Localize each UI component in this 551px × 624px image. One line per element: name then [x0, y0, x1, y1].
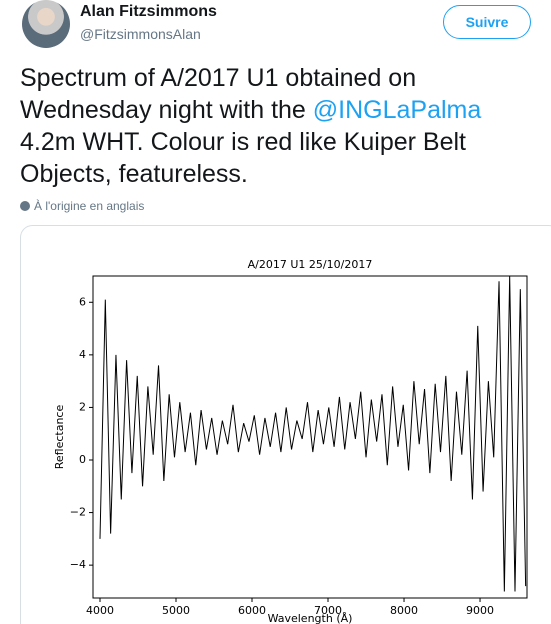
author-name[interactable]: Alan Fitzsimmons [80, 3, 217, 20]
x-tick-label: 6000 [238, 604, 266, 617]
plot-frame [92, 275, 528, 599]
y-tick-label: −4 [70, 558, 86, 571]
translation-text[interactable]: À l'origine en anglais [34, 199, 145, 213]
translation-note: À l'origine en anglais [20, 199, 144, 213]
tweet-text: Spectrum of A/2017 U1 obtained on Wednes… [20, 62, 535, 190]
avatar[interactable] [22, 0, 70, 48]
x-tick-label: 5000 [162, 604, 190, 617]
image-frame [20, 225, 551, 624]
x-tick-label: 4000 [86, 604, 114, 617]
follow-button[interactable]: Suivre [443, 5, 531, 39]
globe-icon [20, 201, 30, 211]
mention-link[interactable]: @INGLaPalma [312, 96, 482, 124]
y-tick-label: 4 [79, 348, 86, 361]
tweet-text-part: 4.2m WHT. Colour is red like Kuiper Belt… [20, 128, 466, 188]
y-tick-label: 6 [79, 295, 86, 308]
tweet-text-part: Spectrum of A/2017 U1 obtained on Wednes… [20, 64, 417, 124]
spectrum-line [99, 276, 527, 592]
y-tick-label: 0 [79, 453, 86, 466]
x-tick-label: 9000 [466, 604, 494, 617]
x-tick-label: 8000 [390, 604, 418, 617]
y-tick-label: −2 [70, 506, 86, 519]
y-tick-label: 2 [79, 400, 86, 413]
chart-title: A/2017 U1 25/10/2017 [248, 258, 373, 271]
x-axis-label: Wavelength (Å) [268, 612, 353, 624]
x-tick-label: 7000 [314, 604, 342, 617]
y-axis-label: Reflectance [53, 405, 66, 470]
author-handle[interactable]: @FitzsimmonsAlan [80, 26, 201, 42]
